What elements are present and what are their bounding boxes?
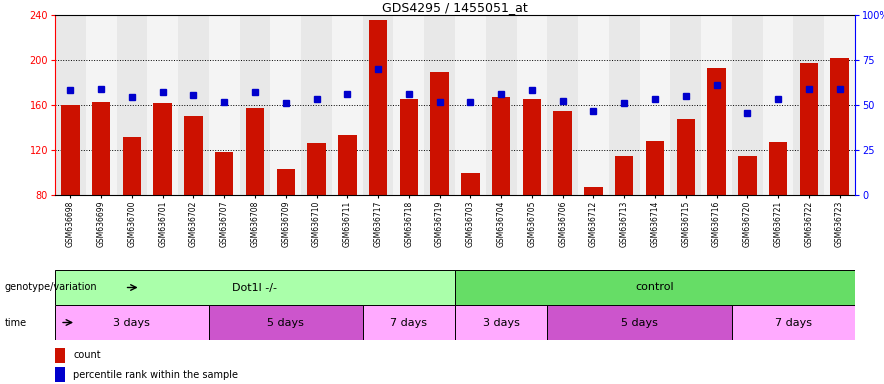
Bar <box>830 58 849 195</box>
Text: genotype/variation: genotype/variation <box>4 283 97 293</box>
Bar <box>609 15 640 195</box>
Text: count: count <box>73 350 101 360</box>
Bar <box>701 15 732 195</box>
Bar <box>55 348 65 362</box>
Text: time: time <box>4 318 27 328</box>
Bar <box>393 15 424 195</box>
Bar <box>553 111 572 195</box>
Bar <box>646 141 664 195</box>
Bar <box>55 270 455 305</box>
Bar <box>732 15 763 195</box>
Bar <box>424 15 455 195</box>
Text: percentile rank within the sample: percentile rank within the sample <box>73 370 238 380</box>
Bar <box>824 15 855 195</box>
Bar <box>522 99 541 195</box>
Bar <box>640 15 670 195</box>
Text: 3 days: 3 days <box>483 318 520 328</box>
Bar <box>184 116 202 195</box>
Bar <box>92 102 110 195</box>
Bar <box>763 15 794 195</box>
Bar <box>800 63 818 195</box>
Bar <box>277 169 295 195</box>
Bar <box>362 15 393 195</box>
Bar <box>209 15 240 195</box>
Bar <box>240 15 271 195</box>
Bar <box>676 119 695 195</box>
Bar <box>455 305 547 340</box>
Bar <box>492 97 510 195</box>
Text: 3 days: 3 days <box>113 318 150 328</box>
Bar <box>369 20 387 195</box>
Text: 5 days: 5 days <box>621 318 658 328</box>
Bar <box>362 305 455 340</box>
Bar <box>154 103 171 195</box>
Bar <box>148 15 178 195</box>
Bar <box>794 15 824 195</box>
Bar <box>301 15 332 195</box>
Bar <box>455 270 855 305</box>
Text: 7 days: 7 days <box>391 318 427 328</box>
Bar <box>732 305 855 340</box>
Bar <box>338 136 356 195</box>
Bar <box>461 172 480 195</box>
Bar <box>486 15 516 195</box>
Text: 5 days: 5 days <box>267 318 304 328</box>
Bar <box>61 105 80 195</box>
Text: 7 days: 7 days <box>775 318 812 328</box>
Bar <box>516 15 547 195</box>
Bar <box>738 156 757 195</box>
Bar <box>215 152 233 195</box>
Text: control: control <box>636 283 674 293</box>
Title: GDS4295 / 1455051_at: GDS4295 / 1455051_at <box>382 1 528 14</box>
Bar <box>209 305 362 340</box>
Bar <box>117 15 148 195</box>
Text: Dot1l -/-: Dot1l -/- <box>232 283 278 293</box>
Bar <box>271 15 301 195</box>
Bar <box>707 68 726 195</box>
Bar <box>246 108 264 195</box>
Bar <box>578 15 609 195</box>
Bar <box>431 72 449 195</box>
Bar <box>615 156 634 195</box>
Bar <box>55 367 65 382</box>
Bar <box>55 15 86 195</box>
Bar <box>670 15 701 195</box>
Bar <box>400 99 418 195</box>
Bar <box>547 15 578 195</box>
Bar <box>769 142 788 195</box>
Bar <box>547 305 732 340</box>
Bar <box>123 136 141 195</box>
Bar <box>86 15 117 195</box>
Bar <box>455 15 486 195</box>
Bar <box>584 187 603 195</box>
Bar <box>178 15 209 195</box>
Bar <box>55 305 209 340</box>
Bar <box>308 143 326 195</box>
Bar <box>332 15 362 195</box>
